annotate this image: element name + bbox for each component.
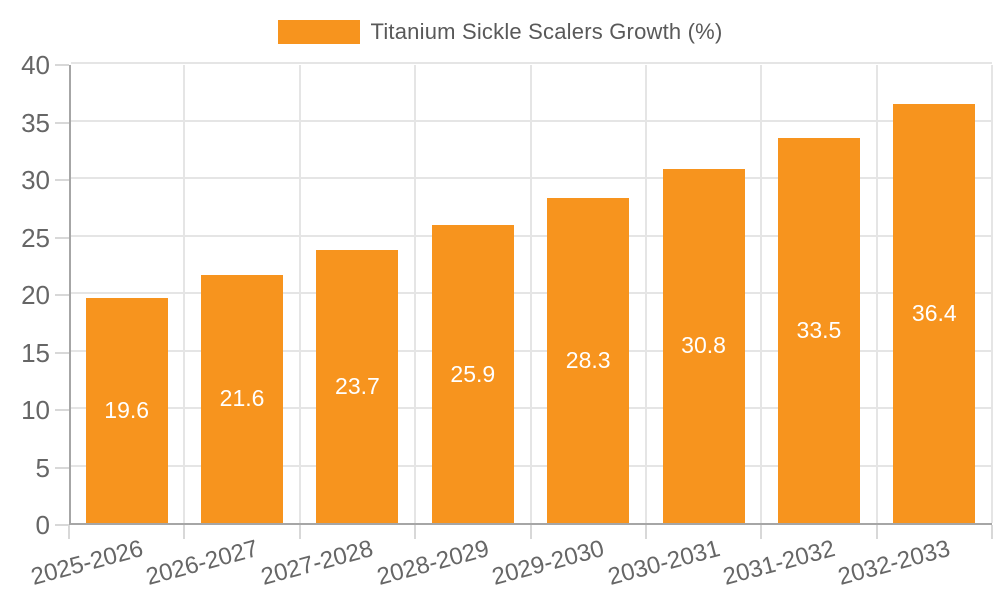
bar[interactable]: 25.9 <box>431 225 514 523</box>
y-tick-mark <box>55 236 69 239</box>
bar[interactable]: 33.5 <box>777 137 860 523</box>
x-tick-mark <box>875 525 878 539</box>
bar-value-label: 23.7 <box>335 373 380 400</box>
bar-value-label: 30.8 <box>681 332 726 359</box>
gridline-horizontal <box>71 177 992 179</box>
gridline-vertical <box>183 65 186 523</box>
legend-label: Titanium Sickle Scalers Growth (%) <box>370 19 723 44</box>
y-tick-label: 15 <box>21 337 50 368</box>
bar-value-label: 21.6 <box>219 385 265 412</box>
y-tick-label: 20 <box>21 280 50 310</box>
gridline-vertical <box>414 65 417 523</box>
bar[interactable]: 36.4 <box>893 104 976 523</box>
gridline-horizontal <box>71 349 992 352</box>
y-tick-label: 5 <box>35 452 50 483</box>
gridline-vertical <box>298 65 301 523</box>
plot-area: 19.6 21.6 23.7 25.9 28.3 30.8 33.5 36.4 <box>69 62 993 525</box>
gridline-vertical <box>991 65 993 523</box>
x-tick-mark <box>991 525 993 539</box>
y-tick-mark <box>55 466 69 469</box>
y-tick-mark <box>55 524 69 526</box>
legend[interactable]: Titanium Sickle Scalers Growth (%) <box>0 14 1000 50</box>
y-tick-label: 40 <box>21 50 50 80</box>
x-tick-mark <box>183 525 186 539</box>
x-tick-mark <box>760 525 763 539</box>
gridline-horizontal <box>71 119 992 122</box>
x-tick-mark <box>298 525 301 539</box>
y-tick-mark <box>55 351 69 354</box>
y-tick-mark <box>55 179 69 181</box>
y-tick-label: 0 <box>35 510 50 540</box>
x-tick-mark <box>529 525 532 539</box>
y-tick-label: 30 <box>21 165 50 195</box>
x-tick-mark <box>68 525 70 539</box>
y-tick-label: 35 <box>21 107 50 138</box>
gridline-horizontal <box>71 407 992 409</box>
gridline-horizontal <box>71 62 992 64</box>
bar-value-label: 33.5 <box>796 316 842 343</box>
gridline-horizontal <box>71 292 992 294</box>
bar-value-label: 36.4 <box>911 300 957 327</box>
gridline-vertical <box>644 65 647 523</box>
y-tick-mark <box>55 409 69 411</box>
bar[interactable]: 23.7 <box>316 250 399 523</box>
bar-value-label: 25.9 <box>450 360 496 387</box>
bar[interactable]: 21.6 <box>201 274 284 523</box>
x-tick-mark <box>414 525 417 539</box>
gridline-vertical <box>760 65 763 523</box>
x-tick-mark <box>644 525 647 539</box>
gridline-vertical <box>529 65 532 523</box>
bar[interactable]: 28.3 <box>547 197 630 523</box>
y-tick-mark <box>55 64 69 66</box>
y-tick-label: 10 <box>21 395 50 425</box>
bar-value-label: 19.6 <box>104 396 150 423</box>
y-tick-mark <box>55 121 69 124</box>
bar[interactable]: 30.8 <box>662 168 745 523</box>
y-tick-mark <box>55 294 69 296</box>
bar-value-label: 28.3 <box>565 346 611 373</box>
gridline-vertical <box>875 65 878 523</box>
bar[interactable]: 19.6 <box>85 297 168 523</box>
gridline-horizontal <box>71 464 992 467</box>
gridline-horizontal <box>71 234 992 237</box>
y-tick-label: 25 <box>21 222 50 253</box>
legend-swatch-icon <box>277 20 360 44</box>
